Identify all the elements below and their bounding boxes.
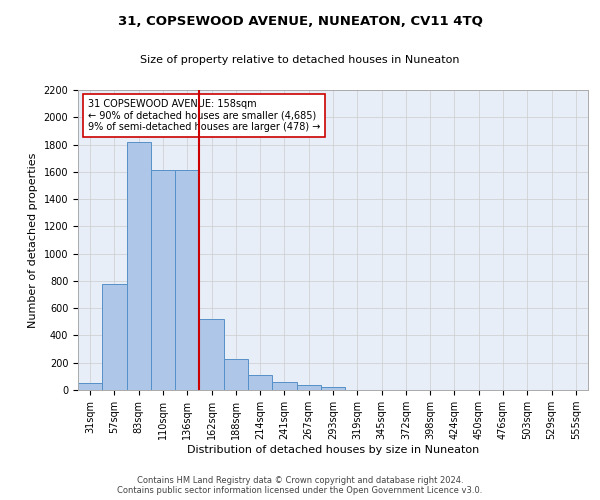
Bar (199, 319, 224, 390)
Text: 31, COPSEWOOD AVENUE, NUNEATON, CV11 4TQ: 31, COPSEWOOD AVENUE, NUNEATON, CV11 4TQ (118, 15, 482, 28)
Bar (321, 388, 345, 390)
Text: 31 COPSEWOOD AVENUE: 158sqm
← 90% of detached houses are smaller (4,685)
9% of s: 31 COPSEWOOD AVENUE: 158sqm ← 90% of det… (88, 99, 320, 132)
X-axis label: Distribution of detached houses by size in Nuneaton: Distribution of detached houses by size … (187, 445, 479, 455)
Text: Size of property relative to detached houses in Nuneaton: Size of property relative to detached ho… (140, 55, 460, 65)
Bar (78, 383, 102, 390)
Bar (248, 375, 272, 390)
Bar (175, 170, 199, 390)
Bar (102, 284, 127, 390)
Text: Contains HM Land Registry data © Crown copyright and database right 2024.
Contai: Contains HM Land Registry data © Crown c… (118, 476, 482, 495)
Bar (224, 358, 248, 390)
Bar (127, 142, 151, 390)
Bar (272, 382, 296, 390)
Bar (296, 385, 321, 390)
Bar (151, 170, 175, 390)
Y-axis label: Number of detached properties: Number of detached properties (28, 152, 38, 328)
